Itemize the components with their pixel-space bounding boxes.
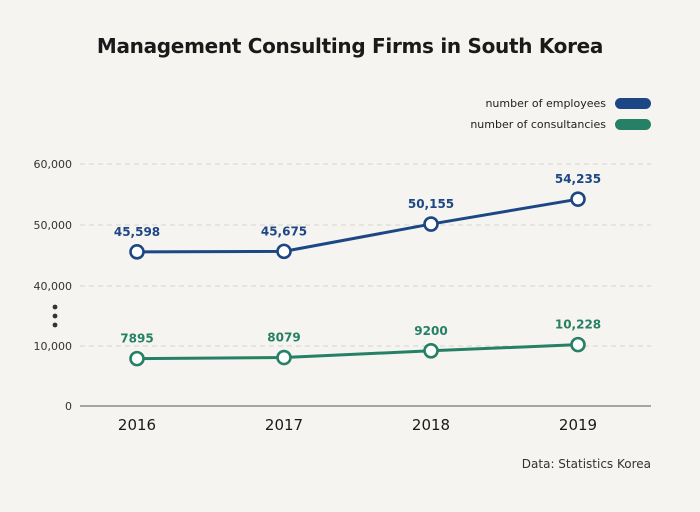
data-label: 8079 (267, 331, 300, 345)
data-label: 9200 (414, 324, 447, 338)
legend-label: number of consultancies (470, 118, 606, 131)
axis-break-dot (52, 313, 58, 319)
y-tick-label: 60,000 (34, 158, 73, 171)
data-label: 50,155 (408, 197, 454, 211)
data-label: 7895 (120, 332, 153, 346)
x-tick-label: 2017 (265, 416, 303, 434)
data-label: 54,235 (555, 172, 601, 186)
data-label: 45,598 (114, 225, 160, 239)
chart-title: Management Consulting Firms in South Kor… (96, 34, 604, 58)
data-point (129, 244, 145, 260)
source-note: Data: Statistics Korea (521, 457, 651, 471)
data-point (276, 349, 292, 366)
data-point (129, 350, 145, 367)
data-label: 10,228 (555, 318, 601, 332)
employees-line (136, 197, 579, 254)
data-point (276, 243, 292, 260)
axis-break-dot (52, 304, 58, 310)
y-tick-label: 40,000 (34, 280, 73, 293)
data-point (423, 342, 439, 359)
y-tick-label: 10,000 (34, 340, 73, 353)
y-tick-label: 50,000 (34, 219, 73, 232)
data-label: 45,675 (261, 224, 307, 238)
x-tick-label: 2019 (559, 416, 597, 434)
data-point (570, 336, 586, 353)
axis-break-dot (52, 322, 58, 328)
x-tick-label: 2016 (118, 416, 156, 434)
legend-swatch (615, 119, 651, 130)
data-point (570, 191, 586, 207)
data-point (423, 216, 439, 232)
legend-label: number of employees (485, 97, 606, 110)
consultancies-line (136, 343, 579, 361)
x-tick-label: 2018 (412, 416, 450, 434)
legend-swatch (615, 98, 651, 109)
y-tick-label: 0 (65, 400, 72, 413)
